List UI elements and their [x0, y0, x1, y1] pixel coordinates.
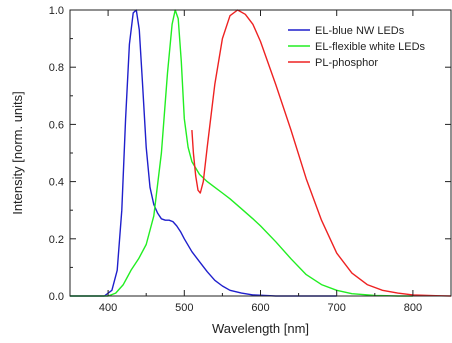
y-tick-label: 0.8 [49, 62, 64, 74]
x-tick-label: 700 [328, 302, 346, 314]
y-axis-title: Intensity [norm. units] [10, 91, 25, 215]
legend-label: EL-blue NW LEDs [315, 25, 405, 37]
x-tick-label: 800 [404, 302, 422, 314]
series-line-2 [70, 9, 413, 297]
y-tick-label: 0.6 [49, 119, 64, 131]
y-axis: 0.0 0.2 0.4 0.6 0.8 1.0 [49, 5, 451, 303]
x-axis-title: Wavelength [nm] [212, 321, 309, 336]
legend-label: EL-flexible white LEDs [315, 41, 426, 53]
y-tick-label: 0.2 [49, 234, 64, 246]
y-tick-label: 0.4 [49, 177, 64, 189]
x-tick-label: 400 [99, 302, 117, 314]
legend: EL-blue NW LEDs EL-flexible white LEDs PL-… [288, 25, 426, 69]
y-tick-label: 0.0 [49, 291, 64, 303]
x-tick-label: 500 [175, 302, 193, 314]
x-axis: 400 500 600 700 800 [69, 10, 452, 314]
y-tick-label: 1.0 [49, 5, 64, 17]
x-tick-label: 600 [251, 302, 269, 314]
plot-series [70, 9, 452, 297]
series-line-3 [191, 9, 452, 297]
legend-label: PL-phosphor [315, 57, 378, 69]
series-line-1 [70, 9, 337, 297]
